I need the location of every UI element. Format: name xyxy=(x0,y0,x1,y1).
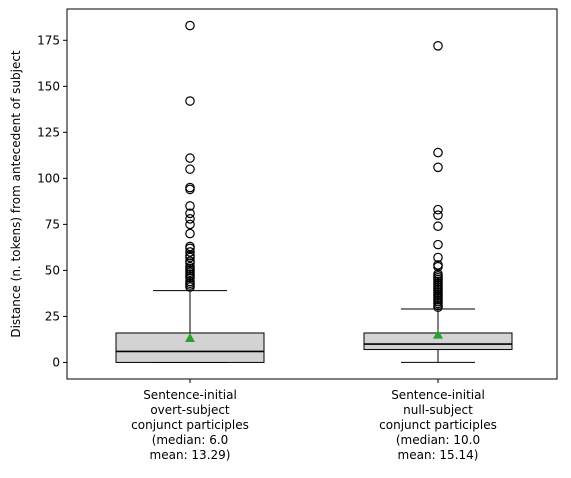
outlier-point xyxy=(433,269,443,279)
outlier-point xyxy=(433,221,443,232)
outlier-point xyxy=(185,201,195,211)
x-tick-label-line: Sentence-initial xyxy=(143,388,237,402)
y-tick-label: 150 xyxy=(37,79,60,93)
plot-frame xyxy=(66,8,558,380)
outlier-point xyxy=(185,276,195,287)
outlier-point xyxy=(185,214,195,224)
y-tick-label: 25 xyxy=(45,309,60,323)
y-axis: 0 25 50 75 100 125 150 175 xyxy=(37,33,67,369)
box-group xyxy=(115,20,265,363)
outlier-point xyxy=(185,256,195,266)
outlier-point xyxy=(185,20,195,31)
outlier-point xyxy=(185,164,195,174)
outlier-point xyxy=(185,228,195,239)
outlier-point xyxy=(433,260,443,270)
mean-marker xyxy=(433,329,443,339)
box-group xyxy=(363,41,513,363)
y-axis-label: Distance (n. tokens) from antecedent of … xyxy=(9,50,23,338)
y-tick-label: 125 xyxy=(37,125,60,139)
x-tick-label-line: conjunct participles xyxy=(379,418,497,432)
x-tick-label-line: overt-subject xyxy=(150,403,230,417)
outlier-point xyxy=(185,182,195,193)
x-tick-label: Sentence-initial overt-subject conjunct pa… xyxy=(131,388,249,462)
outlier-point xyxy=(185,247,195,257)
y-tick-label: 0 xyxy=(52,355,60,369)
y-tick-label: 175 xyxy=(37,33,60,47)
y-tick-label: 75 xyxy=(45,217,60,231)
x-tick-label-line: mean: 13.29) xyxy=(150,448,231,462)
outlier-point xyxy=(433,252,443,263)
outlier-point xyxy=(433,210,443,220)
outlier-point xyxy=(433,162,443,173)
outlier-point xyxy=(185,219,195,230)
outlier-point xyxy=(433,239,443,250)
x-tick-label-line: null-subject xyxy=(403,403,473,417)
outlier-point xyxy=(433,204,443,215)
x-tick-label-line: (median: 10.0 xyxy=(396,433,480,447)
outlier-point xyxy=(185,153,195,163)
x-tick-label-line: (median: 6.0 xyxy=(152,433,229,447)
y-tick-label: 50 xyxy=(45,263,60,277)
outlier-point xyxy=(433,41,443,51)
outlier-point xyxy=(185,250,195,261)
plot-marks xyxy=(115,20,513,363)
outlier-point xyxy=(185,208,195,219)
y-tick-label: 100 xyxy=(37,171,60,185)
x-tick-label-line: conjunct participles xyxy=(131,418,249,432)
x-tick-label-line: Sentence-initial xyxy=(391,388,485,402)
x-tick-label: Sentence-initial null-subject conjunct par… xyxy=(379,388,497,462)
outlier-point xyxy=(185,261,195,272)
outlier-point xyxy=(433,147,443,158)
x-axis: Sentence-initial overt-subject conjunct pa… xyxy=(131,379,497,462)
x-tick-label-line: mean: 15.14) xyxy=(398,448,479,462)
outlier-point xyxy=(185,96,195,106)
outlier-point xyxy=(185,241,195,252)
mean-marker xyxy=(185,332,195,342)
